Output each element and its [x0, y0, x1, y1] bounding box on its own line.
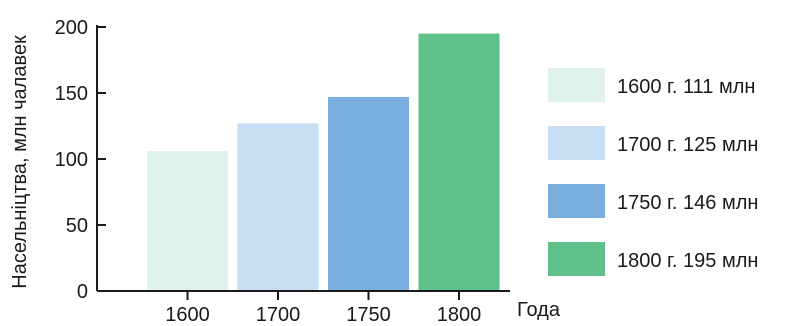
y-tick-label: 200 — [55, 17, 88, 39]
y-tick-label: 0 — [77, 281, 88, 303]
y-ticks: 0 50 100 150 200 — [55, 17, 106, 303]
legend-swatch-1800 — [548, 242, 605, 276]
legend-label-1700: 1700 г. 125 млн — [617, 134, 758, 156]
x-axis-title: Года — [517, 299, 561, 321]
x-tick-label: 1800 — [437, 304, 482, 326]
legend-label-1800: 1800 г. 195 млн — [617, 250, 758, 272]
legend-label-1600: 1600 г. 111 млн — [617, 76, 755, 98]
x-tick-label: 1700 — [256, 304, 301, 326]
y-tick-label: 100 — [55, 149, 88, 171]
legend-swatch-1700 — [548, 126, 605, 160]
bar-1600 — [147, 151, 228, 291]
legend-swatch-1750 — [548, 184, 605, 218]
bars-layer — [147, 33, 500, 292]
legend: 1600 г. 111 млн 1700 г. 125 млн 1750 г. 14… — [548, 68, 758, 276]
bar-1700 — [237, 123, 319, 291]
x-ticks: 1600 1700 1750 1800 — [165, 291, 481, 326]
bar-1750 — [328, 96, 409, 292]
y-tick-label: 50 — [66, 215, 88, 237]
y-axis-title: Насельніцтва, млн чалавек — [9, 35, 31, 289]
legend-label-1750: 1750 г. 146 млн — [617, 192, 758, 214]
legend-swatch-1600 — [548, 68, 605, 102]
x-tick-label: 1600 — [165, 304, 210, 326]
x-tick-label: 1750 — [346, 304, 391, 326]
y-tick-label: 150 — [55, 83, 88, 105]
bar-1800 — [418, 33, 500, 291]
